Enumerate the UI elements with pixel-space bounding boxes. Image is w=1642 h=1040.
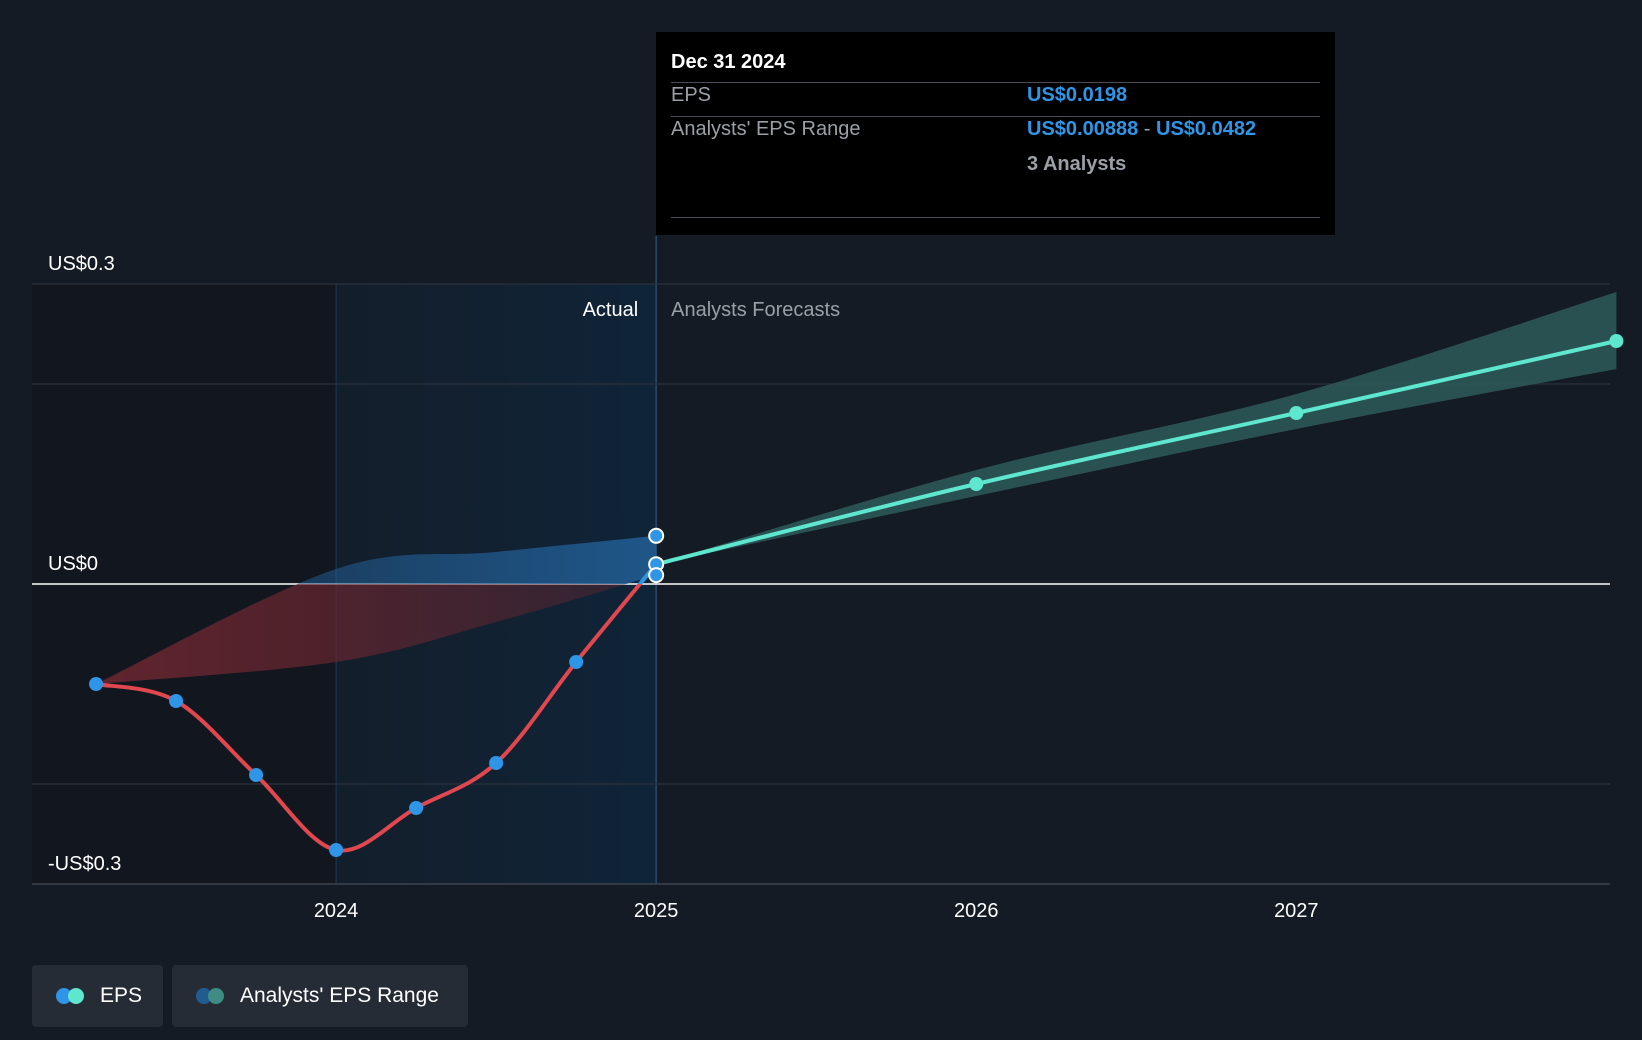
tooltip-divider	[671, 116, 1320, 117]
tooltip-divider	[671, 82, 1320, 83]
eps-data-point	[89, 677, 104, 691]
eps-range-band-negative	[96, 584, 627, 684]
y-axis-label: -US$0.3	[48, 853, 121, 875]
tooltip-range-low: US$0.00888	[1027, 118, 1139, 140]
eps-data-point	[569, 655, 584, 669]
tooltip-range-separator: -	[1143, 118, 1151, 140]
y-axis-label: US$0	[48, 553, 98, 575]
eps-range-band-positive	[297, 535, 657, 584]
eps-forecast-line	[655, 339, 1617, 567]
eps-legend-icon	[56, 987, 88, 1005]
eps-data-point	[249, 768, 264, 782]
tooltip-divider	[671, 217, 1320, 218]
eps-forecast-point	[1609, 334, 1624, 348]
eps-data-point	[329, 843, 344, 857]
range-low-marker	[648, 567, 665, 584]
legend-eps-label: EPS	[100, 984, 143, 1007]
x-axis-tick-label: 2025	[634, 900, 679, 922]
tooltip-date: Dec 31 2024	[671, 51, 786, 73]
tooltip-analyst-count: 3 Analysts	[1027, 153, 1127, 175]
range-legend-icon	[196, 987, 228, 1005]
legend-range-label: Analysts' EPS Range	[240, 984, 439, 1007]
x-axis-tick-label: 2024	[314, 900, 359, 922]
legend-eps-button[interactable]: EPS	[32, 965, 163, 1027]
x-axis-tick-label: 2026	[954, 900, 999, 922]
tooltip-range-value: US$0.00888 - US$0.0482	[1027, 118, 1256, 141]
eps-data-point	[489, 756, 504, 770]
legend-range-button[interactable]: Analysts' EPS Range	[172, 965, 468, 1027]
tooltip-range-label: Analysts' EPS Range	[671, 118, 861, 140]
tooltip-range-high: US$0.0482	[1156, 118, 1257, 140]
forecast-range-band	[656, 292, 1617, 565]
y-axis-label: US$0.3	[48, 253, 115, 275]
tooltip-eps-label: EPS	[671, 84, 712, 106]
eps-forecast-point	[969, 477, 984, 491]
forecast-region-label: Analysts Forecasts	[671, 299, 840, 321]
eps-forecast-point	[1289, 406, 1304, 420]
x-axis-tick-label: 2027	[1274, 900, 1319, 922]
range-high-marker	[648, 527, 665, 544]
tooltip-eps-value: US$0.0198	[1027, 84, 1128, 106]
tooltip: Dec 31 2024 EPS US$0.0198 Analysts' EPS …	[656, 32, 1335, 235]
actual-region-label: Actual	[583, 299, 639, 321]
eps-data-point	[409, 801, 424, 815]
eps-data-point	[169, 694, 184, 708]
